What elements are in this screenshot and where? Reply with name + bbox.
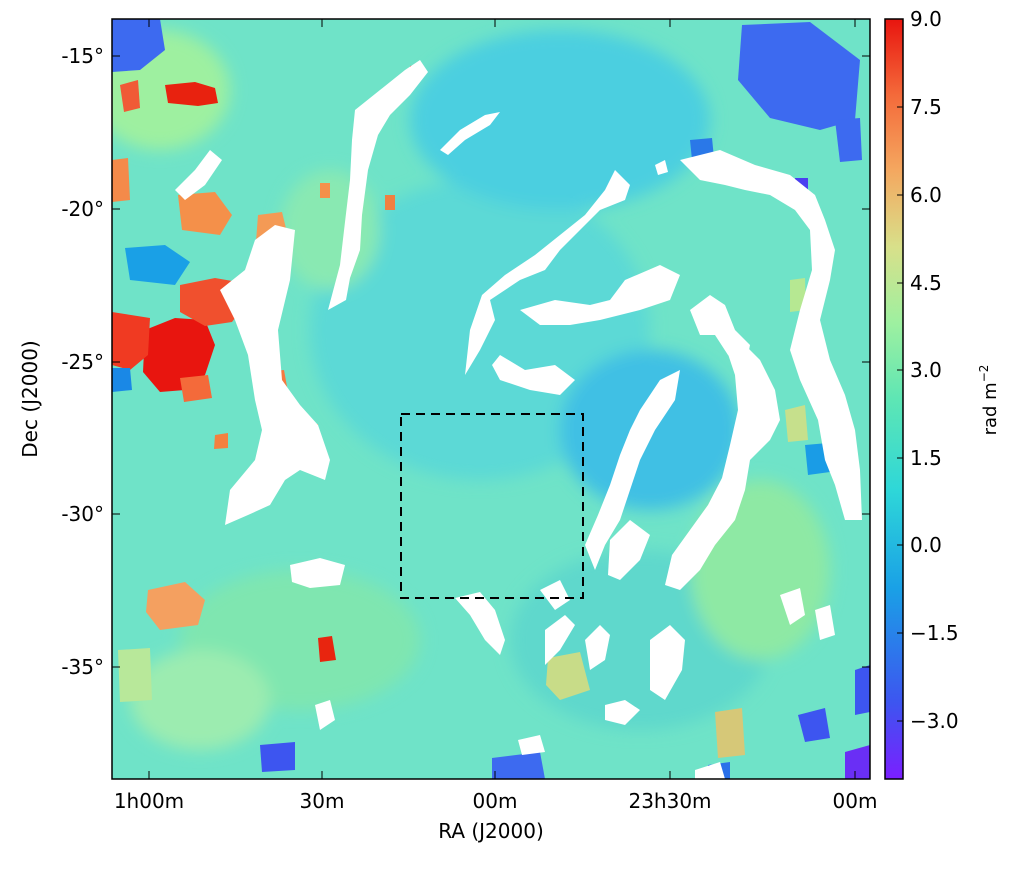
colorbar-tick-label: −3.0 (910, 709, 959, 733)
x-tick-label: 1h00m (114, 789, 184, 813)
target-field-box (400, 413, 584, 599)
colorbar-ticks (897, 18, 903, 722)
y-tick-label: -15° (61, 44, 104, 68)
y-axis-label: Dec (J2000) (18, 340, 42, 457)
colorbar-label-unit: rad m (980, 382, 1001, 435)
x-tick-label: 00m (833, 789, 878, 813)
x-tick-label: 00m (473, 789, 518, 813)
map-frame (111, 18, 871, 780)
colorbar-tick-label: 0.0 (910, 533, 942, 557)
y-tick-label: -25° (61, 350, 104, 374)
colorbar-tick-label: 3.0 (910, 358, 942, 382)
colorbar-label: rad m−2 (977, 365, 1001, 436)
colorbar-tick-label: 1.5 (910, 446, 942, 470)
x-tick-label: 30m (300, 789, 345, 813)
colorbar-tick-label: 6.0 (910, 183, 942, 207)
rm-map (112, 19, 870, 779)
y-axis (112, 55, 870, 668)
x-tick-label: 23h30m (628, 789, 711, 813)
x-axis-label: RA (J2000) (438, 819, 544, 843)
colorbar-tick-label: 7.5 (910, 95, 942, 119)
colorbar-label-exponent: −2 (977, 365, 991, 383)
y-tick-label: -30° (61, 502, 104, 526)
colorbar-tick-label: −1.5 (910, 621, 959, 645)
y-tick-label: -20° (61, 197, 104, 221)
colorbar (884, 18, 904, 780)
colorbar-tick-label: 4.5 (910, 271, 942, 295)
y-tick-label: -35° (61, 655, 104, 679)
colorbar-tick-label: 9.0 (910, 7, 942, 31)
x-axis (148, 19, 856, 779)
masked-regions (175, 60, 862, 779)
